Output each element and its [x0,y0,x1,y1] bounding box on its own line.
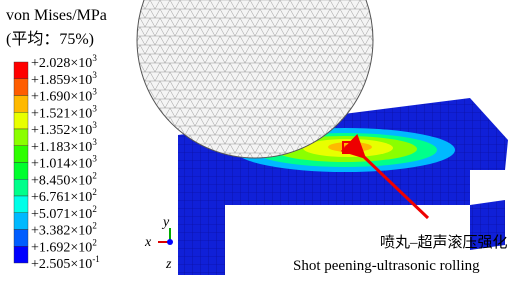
legend-title: von Mises/MPa [6,7,107,24]
legend-label-coefficient: +2.505 [31,257,70,272]
legend-label-times: ×10 [70,157,92,172]
legend-label-coefficient: +1.859 [31,73,70,88]
legend-label-exponent: 3 [92,53,97,63]
legend-label-coefficient: +6.761 [31,190,70,205]
color-band [14,129,28,146]
triad-z-label: z [165,257,172,272]
legend-label-exponent: 2 [92,221,97,231]
color-band [14,96,28,113]
legend-label-times: ×10 [70,240,92,255]
legend-label-coefficient: +1.014 [31,157,70,172]
triad-y-label: y [161,215,170,230]
figure: von Mises/MPa (平均：75%) +2.028×103+1.859×… [0,0,525,297]
legend-label: +3.382×102 [31,221,97,239]
axis-triad: y x z [144,215,173,272]
annotation-chinese: 喷丸–超声滚压强化 [380,233,508,251]
color-band [14,62,28,79]
legend-label-coefficient: +1.183 [31,140,70,155]
legend: von Mises/MPa (平均：75%) +2.028×103+1.859×… [6,7,107,272]
legend-label-coefficient: +1.521 [31,106,70,121]
legend-label: +5.071×102 [31,204,97,222]
legend-label: +1.014×103 [31,154,97,172]
legend-label: +2.505×10-1 [31,254,100,272]
color-band [14,230,28,247]
legend-label-coefficient: +1.352 [31,123,70,138]
legend-label-times: ×10 [70,90,92,105]
triad-x-label: x [144,235,152,250]
legend-label-exponent: 2 [92,170,97,180]
legend-label: +1.859×103 [31,70,97,88]
triad-z [167,239,173,245]
legend-label-times: ×10 [70,56,92,71]
legend-label-exponent: 3 [92,87,97,97]
legend-label: +1.183×103 [31,137,97,155]
color-band [14,146,28,163]
legend-label-exponent: 2 [92,204,97,214]
legend-label: +6.761×102 [31,187,97,205]
legend-label-times: ×10 [70,106,92,121]
legend-label-exponent: -1 [92,254,100,264]
legend-label-times: ×10 [70,140,92,155]
legend-label-exponent: 3 [92,70,97,80]
legend-label-exponent: 3 [92,103,97,113]
legend-label-coefficient: +1.692 [31,240,70,255]
legend-label-coefficient: +1.690 [31,90,70,105]
legend-label-coefficient: +2.028 [31,56,70,71]
legend-label-coefficient: +8.450 [31,173,70,188]
legend-label: +8.450×102 [31,170,97,188]
color-band [14,79,28,96]
color-band [14,179,28,196]
legend-label: +1.692×102 [31,237,97,255]
legend-label-times: ×10 [70,224,92,239]
legend-label-exponent: 3 [92,137,97,147]
legend-label-exponent: 2 [92,237,97,247]
legend-label-times: ×10 [70,190,92,205]
color-band [14,246,28,263]
legend-label-exponent: 3 [92,120,97,130]
legend-label-times: ×10 [70,73,92,88]
legend-label-exponent: 3 [92,154,97,164]
legend-label: +2.028×103 [31,53,97,71]
legend-label: +1.521×103 [31,103,97,121]
color-band [14,112,28,129]
color-band [14,196,28,213]
legend-label-times: ×10 [70,173,92,188]
annotation-english: Shot peening-ultrasonic rolling [293,258,480,274]
color-band [14,213,28,230]
legend-label-times: ×10 [70,257,92,272]
legend-label-coefficient: +5.071 [31,207,70,222]
legend-label: +1.352×103 [31,120,97,138]
legend-subtitle: (平均：75%) [6,30,94,48]
legend-label-times: ×10 [70,207,92,222]
legend-label-exponent: 2 [92,187,97,197]
legend-label: +1.690×103 [31,87,97,105]
legend-label-times: ×10 [70,123,92,138]
color-band [14,163,28,180]
legend-label-coefficient: +3.382 [31,224,70,239]
